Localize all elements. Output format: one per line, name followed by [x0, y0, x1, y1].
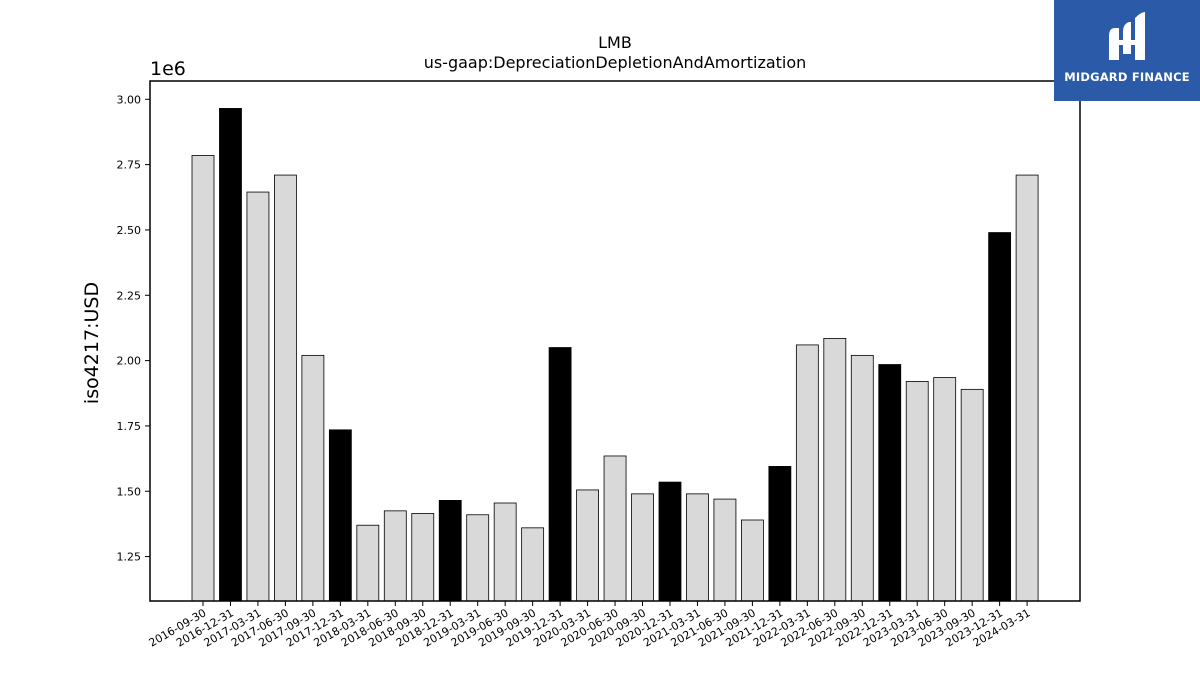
bar-2019-03-31	[466, 514, 490, 602]
bar-2019-06-30	[493, 502, 517, 602]
bar-2021-09-30	[741, 519, 764, 602]
y-tick-label: 1.25	[117, 551, 142, 564]
chart-title: LMB	[598, 33, 632, 52]
bar-2023-09-30	[960, 388, 984, 602]
y-tick-label: 2.75	[117, 159, 142, 172]
bar-2022-09-30	[850, 354, 874, 602]
bar-2022-12-31	[878, 364, 902, 602]
bar-2017-09-30	[301, 354, 325, 602]
bar-2017-03-31	[246, 191, 270, 602]
x-axis-ticks: 2016-09-302016-12-312017-03-312017-06-30…	[147, 601, 1033, 650]
y-tick-label: 2.50	[117, 224, 142, 237]
plot-frame	[149, 80, 1081, 602]
brand-logo: MIDGARD FINANCE	[1054, 0, 1200, 101]
bar-2018-09-30	[411, 513, 435, 602]
bar-2021-03-31	[686, 493, 709, 602]
bar-2022-03-31	[795, 344, 819, 602]
bar-2024-03-31	[1015, 174, 1039, 602]
bar-2017-06-30	[274, 174, 297, 602]
bar-2020-09-30	[631, 493, 654, 602]
bar-2023-03-31	[905, 381, 929, 602]
bar-2016-09-30	[191, 155, 215, 602]
y-axis-ticks: 1.25 1.50 1.75 2.00 2.25 2.50 2.75 3.00	[117, 93, 150, 564]
brand-logo-icon	[1109, 12, 1145, 60]
bar-2020-06-30	[603, 455, 627, 602]
bar-2016-12-31	[219, 108, 242, 602]
y-tick-label: 3.00	[117, 93, 142, 106]
bar-2021-12-31	[768, 466, 792, 602]
bar-2020-03-31	[576, 489, 599, 602]
bar-2019-09-30	[521, 527, 545, 602]
bar-2021-06-30	[713, 498, 737, 602]
bar-2017-12-31	[328, 429, 352, 602]
bar-2023-12-31	[988, 232, 1012, 602]
bar-2020-12-31	[658, 481, 682, 602]
brand-name: MIDGARD FINANCE	[1064, 70, 1190, 84]
y-tick-label: 2.00	[117, 355, 142, 368]
bars-group	[191, 108, 1039, 602]
bar-2018-06-30	[383, 510, 407, 602]
bar-2018-03-31	[356, 524, 380, 602]
bar-2018-12-31	[438, 499, 462, 602]
y-tick-label: 1.50	[117, 485, 142, 498]
y-axis-label: iso4217:USD	[81, 282, 103, 404]
y-scale-note: 1e6	[150, 58, 186, 80]
chart-subtitle: us-gaap:DepreciationDepletionAndAmortiza…	[424, 53, 807, 72]
bar-2019-12-31	[548, 347, 572, 602]
bar-2023-06-30	[933, 377, 957, 602]
y-tick-label: 1.75	[117, 420, 142, 433]
bar-2022-06-30	[823, 337, 847, 602]
y-tick-label: 2.25	[117, 289, 142, 302]
